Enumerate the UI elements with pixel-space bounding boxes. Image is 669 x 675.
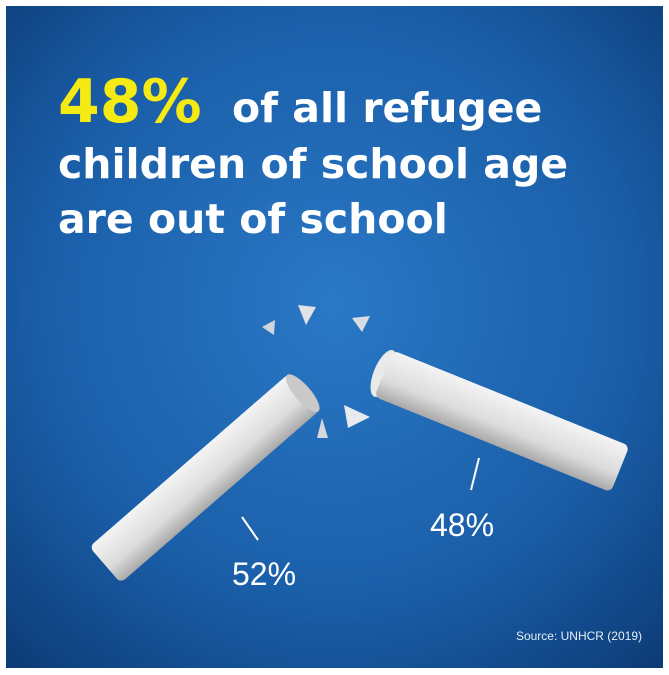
shard: [262, 320, 275, 335]
headline-line: are out of school: [58, 195, 448, 243]
chalk-piece: [370, 350, 628, 491]
headline-line: children of school age: [58, 140, 568, 188]
pointer-line: [241, 516, 259, 541]
shard: [352, 316, 370, 332]
pointer-line: [470, 457, 480, 491]
shard: [298, 305, 316, 325]
piece-label: 48%: [430, 507, 494, 543]
shard: [344, 405, 370, 428]
headline-highlight: 48%: [58, 67, 202, 137]
piece-label: 52%: [232, 556, 296, 592]
source: Source: UNHCR (2019): [516, 629, 642, 643]
shard: [317, 418, 328, 438]
chalk-piece: [91, 374, 320, 581]
headline-line: of all refugee: [232, 84, 542, 132]
